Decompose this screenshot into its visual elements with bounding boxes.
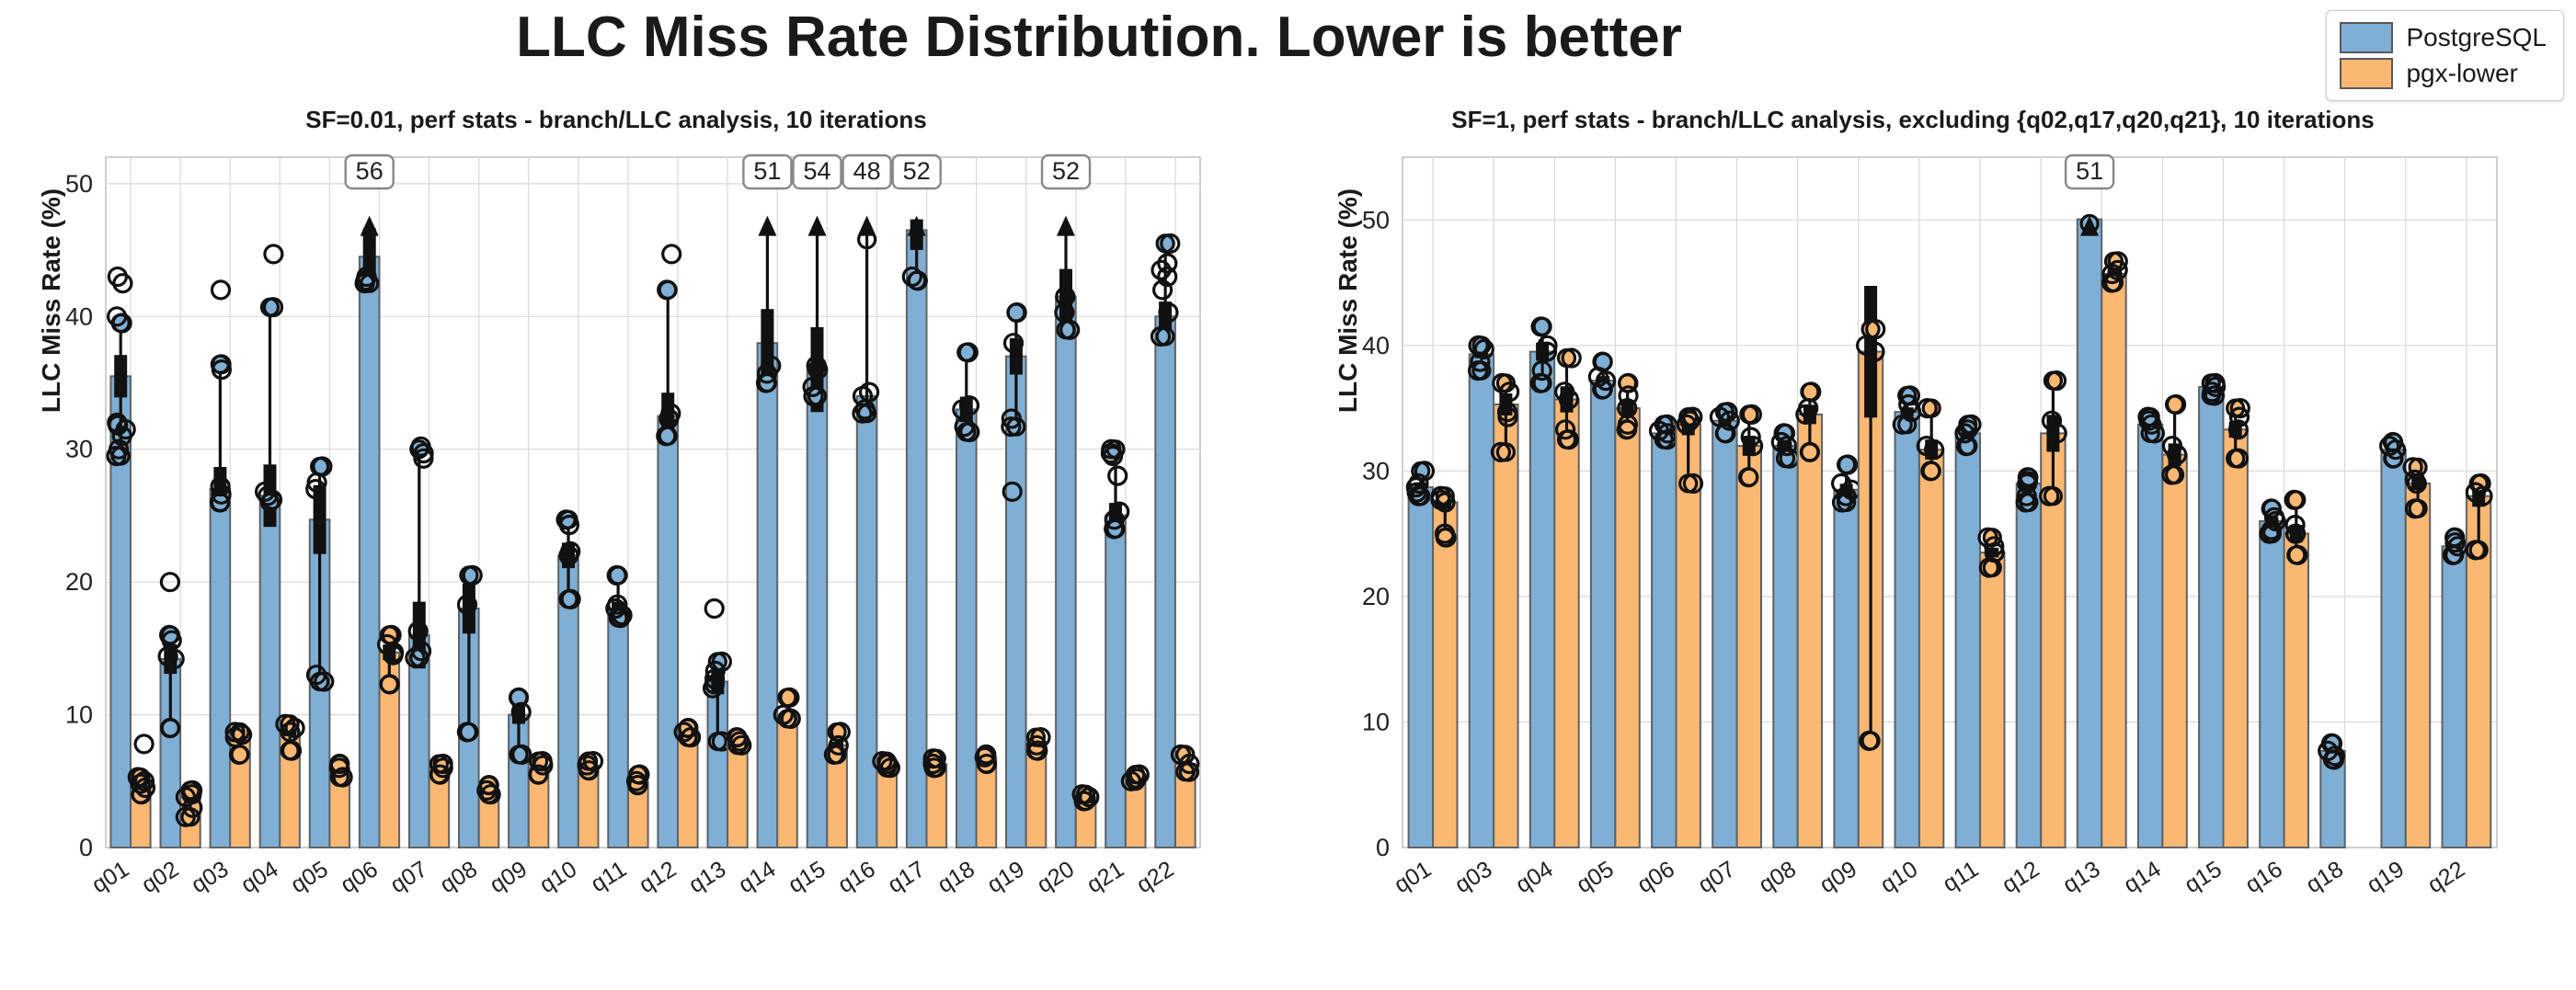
svg-text:51: 51 [753, 157, 781, 185]
svg-text:q01: q01 [87, 856, 133, 898]
svg-text:q14: q14 [734, 856, 780, 898]
svg-text:q22: q22 [2423, 856, 2469, 898]
svg-text:q03: q03 [1450, 856, 1496, 898]
svg-text:20: 20 [1362, 583, 1390, 610]
svg-text:q09: q09 [486, 856, 532, 898]
svg-text:q14: q14 [2119, 856, 2165, 898]
svg-text:50: 50 [1362, 206, 1390, 233]
svg-text:10: 10 [65, 701, 93, 729]
svg-text:q19: q19 [983, 856, 1029, 898]
svg-text:0: 0 [1376, 834, 1390, 861]
svg-text:q04: q04 [1511, 856, 1557, 898]
svg-text:q10: q10 [1876, 856, 1922, 898]
svg-text:q07: q07 [1694, 856, 1740, 898]
svg-text:q16: q16 [833, 856, 879, 898]
svg-text:q15: q15 [784, 856, 830, 898]
svg-text:40: 40 [1362, 332, 1390, 359]
svg-text:q20: q20 [1033, 856, 1079, 898]
svg-text:30: 30 [65, 436, 93, 463]
svg-text:q08: q08 [1755, 856, 1801, 898]
svg-text:q12: q12 [635, 856, 681, 898]
svg-text:q19: q19 [2363, 856, 2409, 898]
svg-text:51: 51 [2076, 157, 2103, 185]
svg-text:q03: q03 [187, 856, 233, 898]
svg-text:30: 30 [1362, 457, 1390, 484]
svg-text:q02: q02 [137, 856, 183, 898]
svg-text:q13: q13 [2058, 856, 2104, 898]
svg-text:q05: q05 [1572, 856, 1618, 898]
svg-text:q04: q04 [236, 856, 282, 898]
svg-text:q10: q10 [535, 856, 581, 898]
svg-text:10: 10 [1362, 708, 1390, 735]
svg-text:q11: q11 [1939, 856, 1984, 897]
svg-text:q16: q16 [2241, 856, 2287, 898]
svg-text:54: 54 [803, 157, 830, 185]
svg-text:q13: q13 [684, 856, 730, 898]
svg-text:q17: q17 [883, 856, 929, 898]
svg-text:q06: q06 [336, 856, 382, 898]
svg-text:q22: q22 [1132, 856, 1178, 898]
svg-text:56: 56 [356, 157, 384, 185]
svg-text:q09: q09 [1815, 856, 1861, 898]
svg-text:52: 52 [903, 157, 931, 185]
svg-text:50: 50 [65, 170, 93, 198]
svg-text:52: 52 [1052, 157, 1080, 185]
svg-text:40: 40 [65, 302, 93, 330]
svg-text:q07: q07 [386, 856, 432, 898]
svg-text:q18: q18 [933, 856, 979, 898]
svg-text:q18: q18 [2302, 856, 2348, 898]
svg-text:20: 20 [65, 568, 93, 596]
svg-text:q11: q11 [587, 856, 632, 897]
svg-text:q12: q12 [1998, 856, 2044, 898]
svg-text:q08: q08 [436, 856, 482, 898]
svg-text:q01: q01 [1390, 856, 1436, 898]
svg-text:q21: q21 [1082, 856, 1128, 898]
svg-text:0: 0 [79, 834, 93, 861]
svg-text:q15: q15 [2180, 856, 2226, 898]
svg-text:q06: q06 [1632, 856, 1678, 898]
svg-text:48: 48 [853, 157, 881, 185]
svg-text:q05: q05 [286, 856, 332, 898]
